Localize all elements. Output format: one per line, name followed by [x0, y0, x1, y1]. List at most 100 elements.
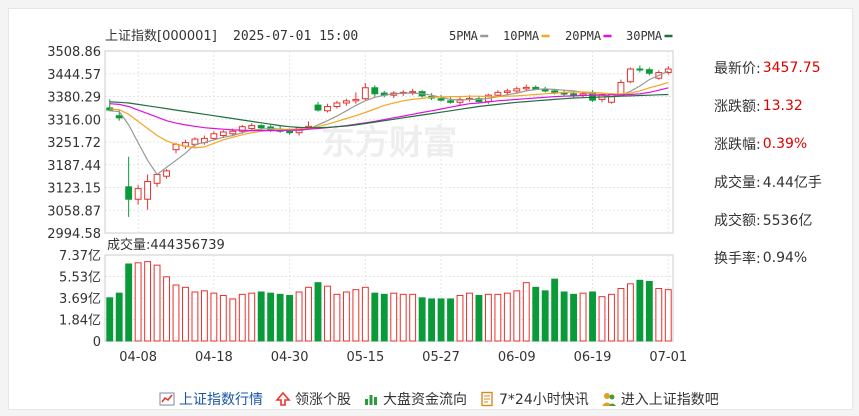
legend-10pma: 10PMA — [503, 29, 540, 43]
volume-bar — [664, 289, 672, 342]
volume-bar — [570, 293, 578, 342]
volume-bar — [589, 291, 596, 342]
price-frame — [104, 50, 674, 234]
link-label: 7*24小时快讯 — [499, 392, 589, 408]
link-line-chart[interactable]: 上证指数行情 — [159, 389, 263, 409]
stat-row: 涨跌额: 13.32 — [714, 87, 859, 125]
volume-bar — [617, 287, 625, 342]
legend-5pma: 5PMA — [449, 29, 479, 43]
stat-row: 成交额: 5536亿 — [714, 201, 859, 239]
stat-label: 涨跌额: — [714, 99, 761, 115]
ma-line-30pma — [109, 93, 669, 129]
watermark: 东方财富 — [321, 123, 457, 163]
candle-body — [314, 104, 322, 111]
price-tick: 2994.58 — [47, 227, 101, 242]
volume-bar — [456, 294, 464, 342]
volume-bar — [380, 293, 388, 342]
stat-row: 最新价: 3457.75 — [714, 49, 859, 87]
stat-value: 0.39% — [762, 136, 808, 152]
arrow-up-icon — [275, 391, 291, 407]
volume-bar — [191, 291, 199, 342]
candle-body — [286, 130, 294, 134]
date-tick: 06-19 — [574, 350, 612, 365]
stat-label: 换手率: — [714, 251, 761, 267]
volume-bar — [144, 261, 152, 342]
stat-row: 成交量: 4.44亿手 — [714, 163, 859, 201]
candle-body — [560, 92, 568, 95]
date-tick: 05-27 — [422, 350, 460, 365]
candle-body — [541, 89, 549, 92]
volume-tick: 5.53亿 — [59, 271, 101, 286]
candle-body — [608, 93, 615, 103]
candle-body — [352, 98, 360, 102]
candle-body — [626, 68, 634, 83]
volume-bar — [342, 291, 350, 342]
volume-bar — [295, 291, 303, 342]
volume-tick: 0 — [93, 335, 101, 350]
ma-line-10pma — [109, 81, 669, 149]
candle-body — [645, 69, 653, 74]
stat-label: 成交量: — [714, 175, 761, 191]
candle-body — [494, 91, 502, 96]
volume-bar — [333, 293, 341, 342]
candle-body — [144, 181, 152, 200]
kline-chart: 上证指数[000001] 2025-07-01 15:00 5PMA 10PMA 20P… — [47, 29, 687, 365]
stat-value: 4.44亿手 — [762, 175, 822, 191]
link-people[interactable]: 进入上证指数吧 — [601, 389, 719, 409]
candle-body — [257, 125, 265, 129]
volume-tick: 1.84亿 — [59, 314, 101, 329]
volume-bar — [352, 289, 360, 342]
volume-bar — [390, 292, 398, 342]
volume-tick: 3.69亿 — [59, 292, 101, 307]
price-tick: 3123.15 — [47, 182, 101, 197]
candle-body — [115, 115, 123, 119]
date-tick: 04-18 — [195, 350, 233, 365]
stat-value: 3457.75 — [762, 60, 821, 76]
line-chart-icon — [159, 391, 175, 407]
ma-line-20pma — [109, 87, 669, 132]
link-document[interactable]: 7*24小时快讯 — [479, 389, 589, 409]
price-tick: 3508.86 — [47, 45, 101, 60]
volume-bar — [466, 292, 473, 342]
price-tick: 3187.44 — [47, 159, 101, 174]
volume-bar — [210, 292, 218, 342]
volume-frame — [104, 254, 674, 342]
volume-bar — [305, 286, 312, 342]
volume-bar — [229, 298, 237, 342]
volume-bar — [447, 298, 454, 342]
candle-body — [589, 92, 596, 101]
bar-chart-icon — [363, 391, 379, 407]
stat-value: 0.94% — [762, 250, 808, 266]
link-bar-chart[interactable]: 大盘资金流向 — [363, 389, 467, 409]
candle-body — [475, 98, 483, 103]
candle-body — [361, 87, 369, 100]
volume-bar — [418, 297, 426, 342]
volume-bar — [494, 293, 502, 342]
link-arrow-up[interactable]: 领涨个股 — [275, 389, 351, 409]
volume-bar — [238, 293, 246, 342]
volume-bar — [248, 292, 256, 342]
price-tick: 3316.00 — [47, 113, 101, 128]
volume-bar — [626, 283, 634, 342]
candle-body — [210, 133, 218, 139]
volume-bar — [598, 296, 606, 342]
candle-body — [238, 126, 246, 132]
candle-body — [163, 170, 170, 177]
date-tick: 04-08 — [119, 350, 157, 365]
date-tick: 04-30 — [271, 350, 309, 365]
volume-bar — [551, 278, 559, 342]
candle-body — [333, 102, 341, 108]
price-tick: 3380.29 — [47, 91, 101, 106]
stat-label: 最新价: — [714, 61, 761, 77]
legend-20pma: 20PMA — [565, 29, 602, 43]
candle-body — [409, 91, 417, 94]
date-tick: 05-15 — [346, 350, 384, 365]
chart-datetime: 2025-07-01 15:00 — [233, 29, 358, 44]
volume-bar — [125, 263, 133, 342]
candle-body — [342, 100, 350, 104]
ma-line-5pma — [109, 70, 669, 176]
volume-bar — [399, 293, 407, 342]
stat-label: 涨跌幅: — [714, 137, 761, 153]
volume-bar — [579, 292, 587, 342]
volume-bar — [361, 286, 369, 342]
